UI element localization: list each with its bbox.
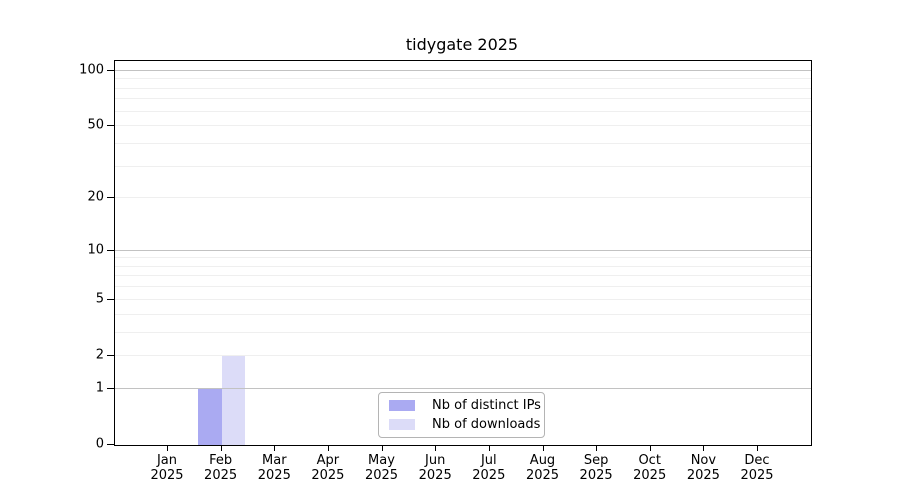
legend: Nb of distinct IPs Nb of downloads <box>378 392 545 438</box>
legend-label-downloads: Nb of downloads <box>432 417 541 432</box>
x-tick-mark <box>167 445 168 451</box>
legend-label-distinct-ips: Nb of distinct IPs <box>432 398 541 413</box>
x-tick-label: Nov 2025 <box>686 453 720 483</box>
bar-distinct-ips <box>198 388 222 445</box>
gridline-minor <box>115 98 811 100</box>
x-tick-label: Jan 2025 <box>150 453 184 483</box>
y-tick-label: 2 <box>95 347 104 363</box>
chart-title: tidygate 2025 <box>405 35 519 54</box>
gridline-minor <box>115 275 811 277</box>
legend-swatch-distinct-ips <box>389 400 415 411</box>
x-tick-mark <box>649 445 651 451</box>
x-tick-label: Aug 2025 <box>525 453 560 483</box>
x-tick-mark <box>381 445 383 451</box>
legend-item-distinct-ips: Nb of distinct IPs <box>389 399 544 412</box>
gridline-minor <box>115 286 811 288</box>
x-tick-mark <box>596 445 598 451</box>
gridline-minor <box>115 265 811 267</box>
y-tick-mark <box>107 125 114 127</box>
legend-item-downloads: Nb of downloads <box>389 418 544 431</box>
gridline-minor <box>115 165 811 167</box>
bar-downloads <box>221 355 246 445</box>
x-tick-mark <box>542 445 544 451</box>
x-tick-label: Oct 2025 <box>633 453 667 483</box>
gridline-major <box>115 387 811 389</box>
x-tick-mark <box>435 445 437 451</box>
x-tick-label: Jun 2025 <box>418 453 452 483</box>
y-tick-mark <box>107 444 114 445</box>
x-tick-label: May 2025 <box>364 453 399 483</box>
gridline-minor <box>115 331 811 333</box>
x-tick-label: Mar 2025 <box>257 453 291 483</box>
x-tick-label: Jul 2025 <box>472 453 506 483</box>
gridline-minor <box>115 78 811 80</box>
gridline-minor <box>115 87 811 89</box>
x-tick-mark <box>274 445 276 451</box>
y-tick-label: 10 <box>87 242 104 258</box>
gridline-minor <box>115 197 811 199</box>
x-tick-label: Feb 2025 <box>204 453 238 483</box>
y-tick-label: 50 <box>87 117 104 133</box>
gridline-minor <box>115 354 811 356</box>
gridline-major <box>115 69 811 71</box>
plot-area: Nb of distinct IPs Nb of downloads <box>114 60 812 446</box>
x-tick-label: Dec 2025 <box>740 453 774 483</box>
y-tick-label: 0 <box>95 436 104 452</box>
gridline-minor <box>115 110 811 112</box>
gridline-major <box>115 249 811 251</box>
y-tick-label: 5 <box>95 291 104 307</box>
y-tick-mark <box>107 249 114 251</box>
gridline-minor <box>115 257 811 259</box>
gridline-minor <box>115 142 811 144</box>
x-tick-mark <box>220 445 222 451</box>
y-tick-mark <box>107 354 114 356</box>
x-tick-mark <box>703 445 705 451</box>
y-tick-label: 100 <box>79 62 104 78</box>
y-tick-mark <box>107 197 114 199</box>
y-tick-mark <box>107 298 114 300</box>
gridline-minor <box>115 313 811 315</box>
y-tick-label: 1 <box>95 380 104 396</box>
gridline-minor <box>115 298 811 300</box>
x-tick-mark <box>488 445 490 451</box>
x-tick-mark <box>327 445 329 451</box>
y-tick-mark <box>107 69 114 71</box>
y-tick-label: 20 <box>87 189 104 205</box>
x-tick-mark <box>757 445 758 451</box>
legend-swatch-downloads <box>389 419 415 430</box>
x-tick-label: Apr 2025 <box>311 453 345 483</box>
gridline-minor <box>115 125 811 127</box>
x-tick-label: Sep 2025 <box>579 453 613 483</box>
y-tick-mark <box>107 387 114 389</box>
